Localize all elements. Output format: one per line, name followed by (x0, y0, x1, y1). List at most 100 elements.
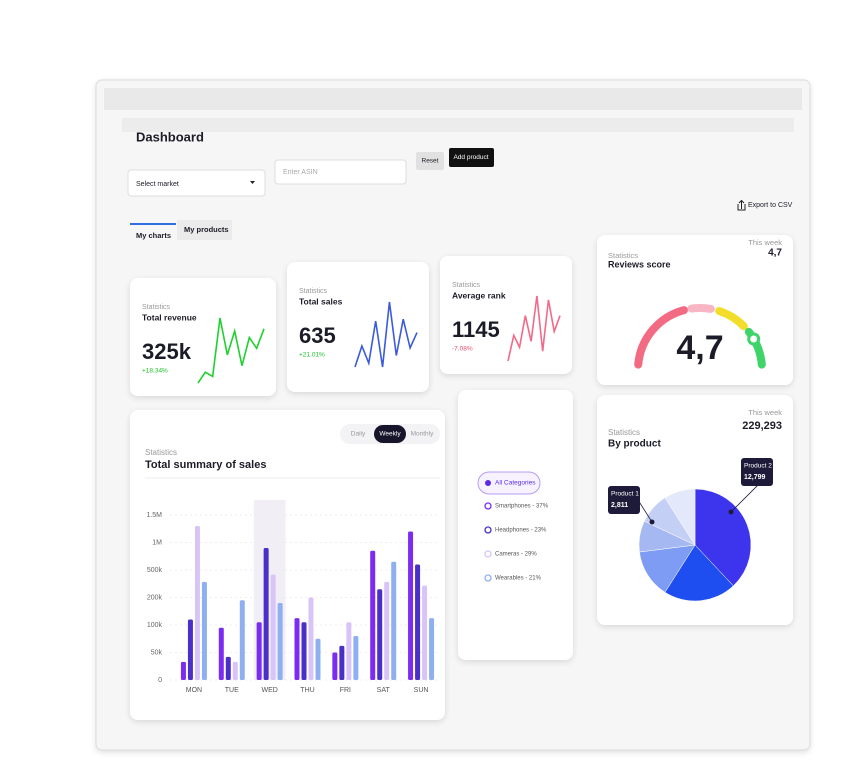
tooltip-name: Product 2 (744, 463, 772, 470)
bar (308, 597, 314, 680)
tooltip (741, 458, 773, 486)
y-tick-label: 100k (147, 622, 163, 629)
legend-marker (484, 574, 492, 582)
pie-slice (694, 488, 752, 587)
bar (422, 585, 428, 680)
toggle[interactable]: Monthly (411, 431, 435, 438)
gauge-segment (634, 306, 688, 369)
kpi-change: +18.34% (142, 368, 168, 375)
gauge-segment (715, 307, 748, 331)
tooltip-dot (728, 509, 734, 515)
bar (277, 603, 283, 680)
y-tick-label: 500k (147, 567, 163, 574)
all-categories-label[interactable]: All Categories (495, 480, 536, 487)
legend-label[interactable]: Smartphones - 37% (495, 504, 549, 510)
card (440, 256, 572, 374)
bar (384, 581, 390, 680)
card-title: Total summary of sales (145, 459, 266, 471)
bar (294, 618, 300, 680)
score-small: 4,7 (768, 248, 782, 259)
page-title: Dashboard (136, 129, 204, 144)
tab-bg (177, 220, 232, 240)
market-select-text: Select market (136, 181, 179, 188)
bar (353, 636, 359, 680)
tooltip-dot (649, 519, 655, 525)
bar (218, 627, 224, 680)
bar (370, 550, 376, 680)
select-caret (250, 181, 255, 184)
bar (377, 589, 383, 680)
sparkline (507, 295, 561, 362)
period: This week (748, 238, 782, 247)
kpi-change: -7.08% (452, 346, 473, 353)
add-product-label: Add product (453, 154, 488, 161)
card (130, 410, 445, 720)
bar (332, 652, 338, 680)
period: This week (748, 408, 782, 417)
bar (201, 581, 207, 680)
toggle[interactable]: Daily (351, 431, 366, 438)
legend-label[interactable]: Headphones - 23% (495, 528, 547, 534)
card-label: Statistics (452, 282, 481, 289)
market-select[interactable] (127, 169, 266, 197)
x-tick-label: FRI (340, 687, 351, 694)
tooltip-value: 12,799 (744, 474, 766, 481)
card (458, 390, 573, 660)
x-tick-label: THU (300, 687, 314, 694)
bar (194, 526, 200, 680)
bar (339, 645, 345, 680)
card-label: Statistics (608, 428, 640, 437)
gauge (634, 303, 766, 369)
export-icon (737, 199, 746, 211)
top-bar (104, 88, 802, 110)
reset-button[interactable] (416, 152, 444, 170)
x-tick-label: MON (186, 687, 202, 694)
asin-placeholder: Enter ASIN (283, 169, 318, 176)
bar (415, 564, 421, 680)
y-tick-label: 0 (158, 677, 162, 684)
card-label: Statistics (299, 288, 328, 295)
x-tick-label: WED (261, 687, 277, 694)
legend-label[interactable]: Cameras - 29% (495, 552, 537, 558)
card-title: Total revenue (142, 312, 197, 322)
add-product-button[interactable] (449, 148, 494, 167)
x-tick-label: SAT (377, 687, 391, 694)
tooltip-name: Product 1 (611, 491, 639, 498)
y-tick-label: 1M (152, 539, 162, 546)
bar (346, 622, 352, 680)
kpi-value: 635 (299, 323, 336, 348)
asin-input[interactable] (274, 159, 407, 185)
toggle[interactable]: Weekly (379, 431, 401, 438)
bar (225, 656, 231, 680)
all-categories[interactable] (477, 471, 541, 495)
legend-marker (484, 502, 492, 510)
bar (408, 531, 414, 680)
kpi-change: +21.01% (299, 352, 325, 359)
x-tick-label: TUE (225, 687, 239, 694)
card-title: Total sales (299, 296, 343, 306)
tooltip-pointer (637, 499, 653, 523)
bar (232, 661, 238, 680)
reset-label: Reset (422, 158, 439, 165)
card-title: By product (608, 439, 661, 450)
tooltip (608, 486, 640, 514)
x-tick-label: SUN (414, 687, 429, 694)
tab[interactable]: My charts (136, 231, 171, 240)
card-title: Average rank (452, 290, 506, 300)
bar (270, 574, 276, 680)
pie-slice (664, 544, 734, 602)
tab[interactable]: My products (184, 225, 229, 234)
export-link[interactable]: Export to CSV (748, 202, 793, 209)
gauge-segment (744, 327, 766, 369)
sparkline (197, 317, 265, 384)
all-categories-dot (485, 480, 491, 486)
legend-label[interactable]: Wearables - 21% (495, 576, 542, 582)
card (287, 262, 429, 392)
card (130, 278, 276, 396)
card-label: Statistics (608, 251, 638, 260)
toggle-active (374, 425, 406, 443)
kpi-value: 1145 (452, 317, 500, 342)
y-tick-label: 50k (151, 649, 163, 656)
